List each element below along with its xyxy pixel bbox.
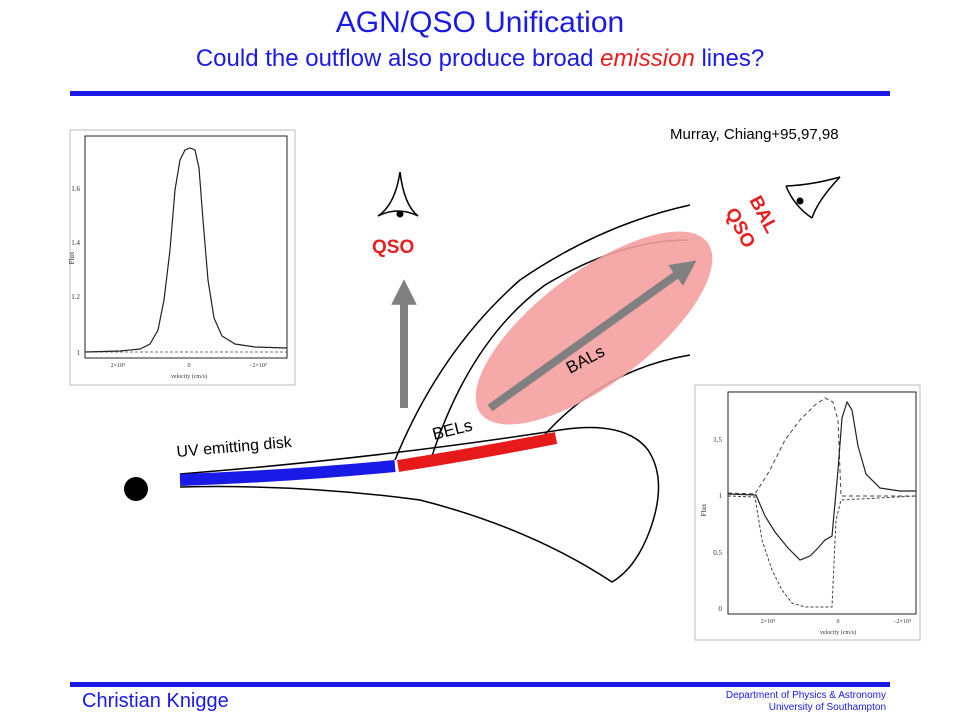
black-hole bbox=[124, 477, 148, 501]
bels-label: BELs bbox=[430, 416, 474, 444]
qso-observer-eye-icon bbox=[377, 171, 419, 218]
header-divider bbox=[70, 91, 890, 96]
outflow-boundary-inner bbox=[394, 204, 691, 461]
inset-emission-ytick-1: 1.6 bbox=[71, 185, 80, 193]
inset-emission-xtick-1: 2×10⁹ bbox=[111, 363, 125, 369]
inset-emission-ytick-3: 1.2 bbox=[71, 293, 80, 301]
inset-absorption-plot: 1.5 1 0.5 0 Flux 2×10⁹ 0 −2×10⁹ velocity… bbox=[694, 384, 921, 641]
footer-affiliation: Department of Physics & Astronomy Univer… bbox=[726, 690, 886, 714]
inset-absorption-ylabel: Flux bbox=[700, 503, 708, 516]
inset-emission-ylabel: Flux bbox=[68, 251, 76, 264]
inset-absorption-axes bbox=[727, 391, 917, 615]
inset-emission-profile bbox=[84, 147, 288, 353]
subtitle-text-after: lines? bbox=[694, 45, 765, 72]
subtitle-text-before: Could the outflow also produce broad bbox=[195, 45, 601, 72]
inset-absorption-ytick-3: 0.5 bbox=[713, 549, 722, 557]
inset-absorption-xlabel: velocity (cm/s) bbox=[820, 629, 856, 636]
inset-emission-ytick-4: 1 bbox=[77, 349, 81, 357]
page-title: AGN/QSO Unification bbox=[335, 6, 625, 39]
qso-label: QSO bbox=[372, 237, 414, 258]
inset-absorption-emission-component bbox=[727, 397, 916, 497]
subtitle-emphasis: emission bbox=[600, 45, 695, 72]
inset-absorption-profile bbox=[727, 400, 916, 561]
footer-divider bbox=[70, 682, 890, 687]
inset-emission-xlabel: velocity (cm/s) bbox=[171, 373, 207, 380]
inset-emission-xtick-3: −2×10⁹ bbox=[249, 363, 267, 369]
citation: Murray, Chiang+95,97,98 bbox=[670, 126, 839, 143]
inset-absorption-ytick-2: 1 bbox=[719, 492, 723, 500]
inset-absorption-ytick-4: 0 bbox=[719, 605, 723, 613]
inset-absorption-absorption-component bbox=[727, 495, 917, 608]
inset-emission-xtick-2: 0 bbox=[188, 363, 191, 369]
inset-emission-ytick-2: 1.4 bbox=[71, 239, 80, 247]
inset-emission-axes bbox=[84, 135, 288, 359]
inset-absorption-xtick-2: 0 bbox=[837, 619, 840, 625]
footer-department: Department of Physics & Astronomy bbox=[725, 690, 886, 701]
page-subtitle: Could the outflow also produce broad emi… bbox=[0, 44, 960, 74]
inset-emission-plot: 1.6 1.4 1.2 1 Flux 2×10⁹ 0 −2×10⁹ veloci… bbox=[68, 129, 296, 386]
uv-disk-band bbox=[179, 460, 396, 486]
accretion-disk-outline bbox=[179, 426, 660, 583]
inset-absorption-xtick-3: −2×10⁹ bbox=[893, 619, 911, 625]
inset-absorption-xtick-1: 2×10⁹ bbox=[761, 619, 775, 625]
inset-absorption-ytick-1: 1.5 bbox=[713, 436, 722, 444]
footer-author: Christian Knigge bbox=[82, 690, 229, 712]
inset-emission-frame bbox=[69, 129, 296, 386]
inset-absorption-frame bbox=[694, 384, 921, 641]
uv-disk-label: UV emitting disk bbox=[176, 434, 294, 461]
bal-observer-eye-icon bbox=[785, 176, 841, 219]
footer-university: University of Southampton bbox=[768, 702, 886, 713]
bel-disk-band bbox=[397, 432, 558, 472]
bal-sightline-arrow bbox=[487, 260, 697, 412]
